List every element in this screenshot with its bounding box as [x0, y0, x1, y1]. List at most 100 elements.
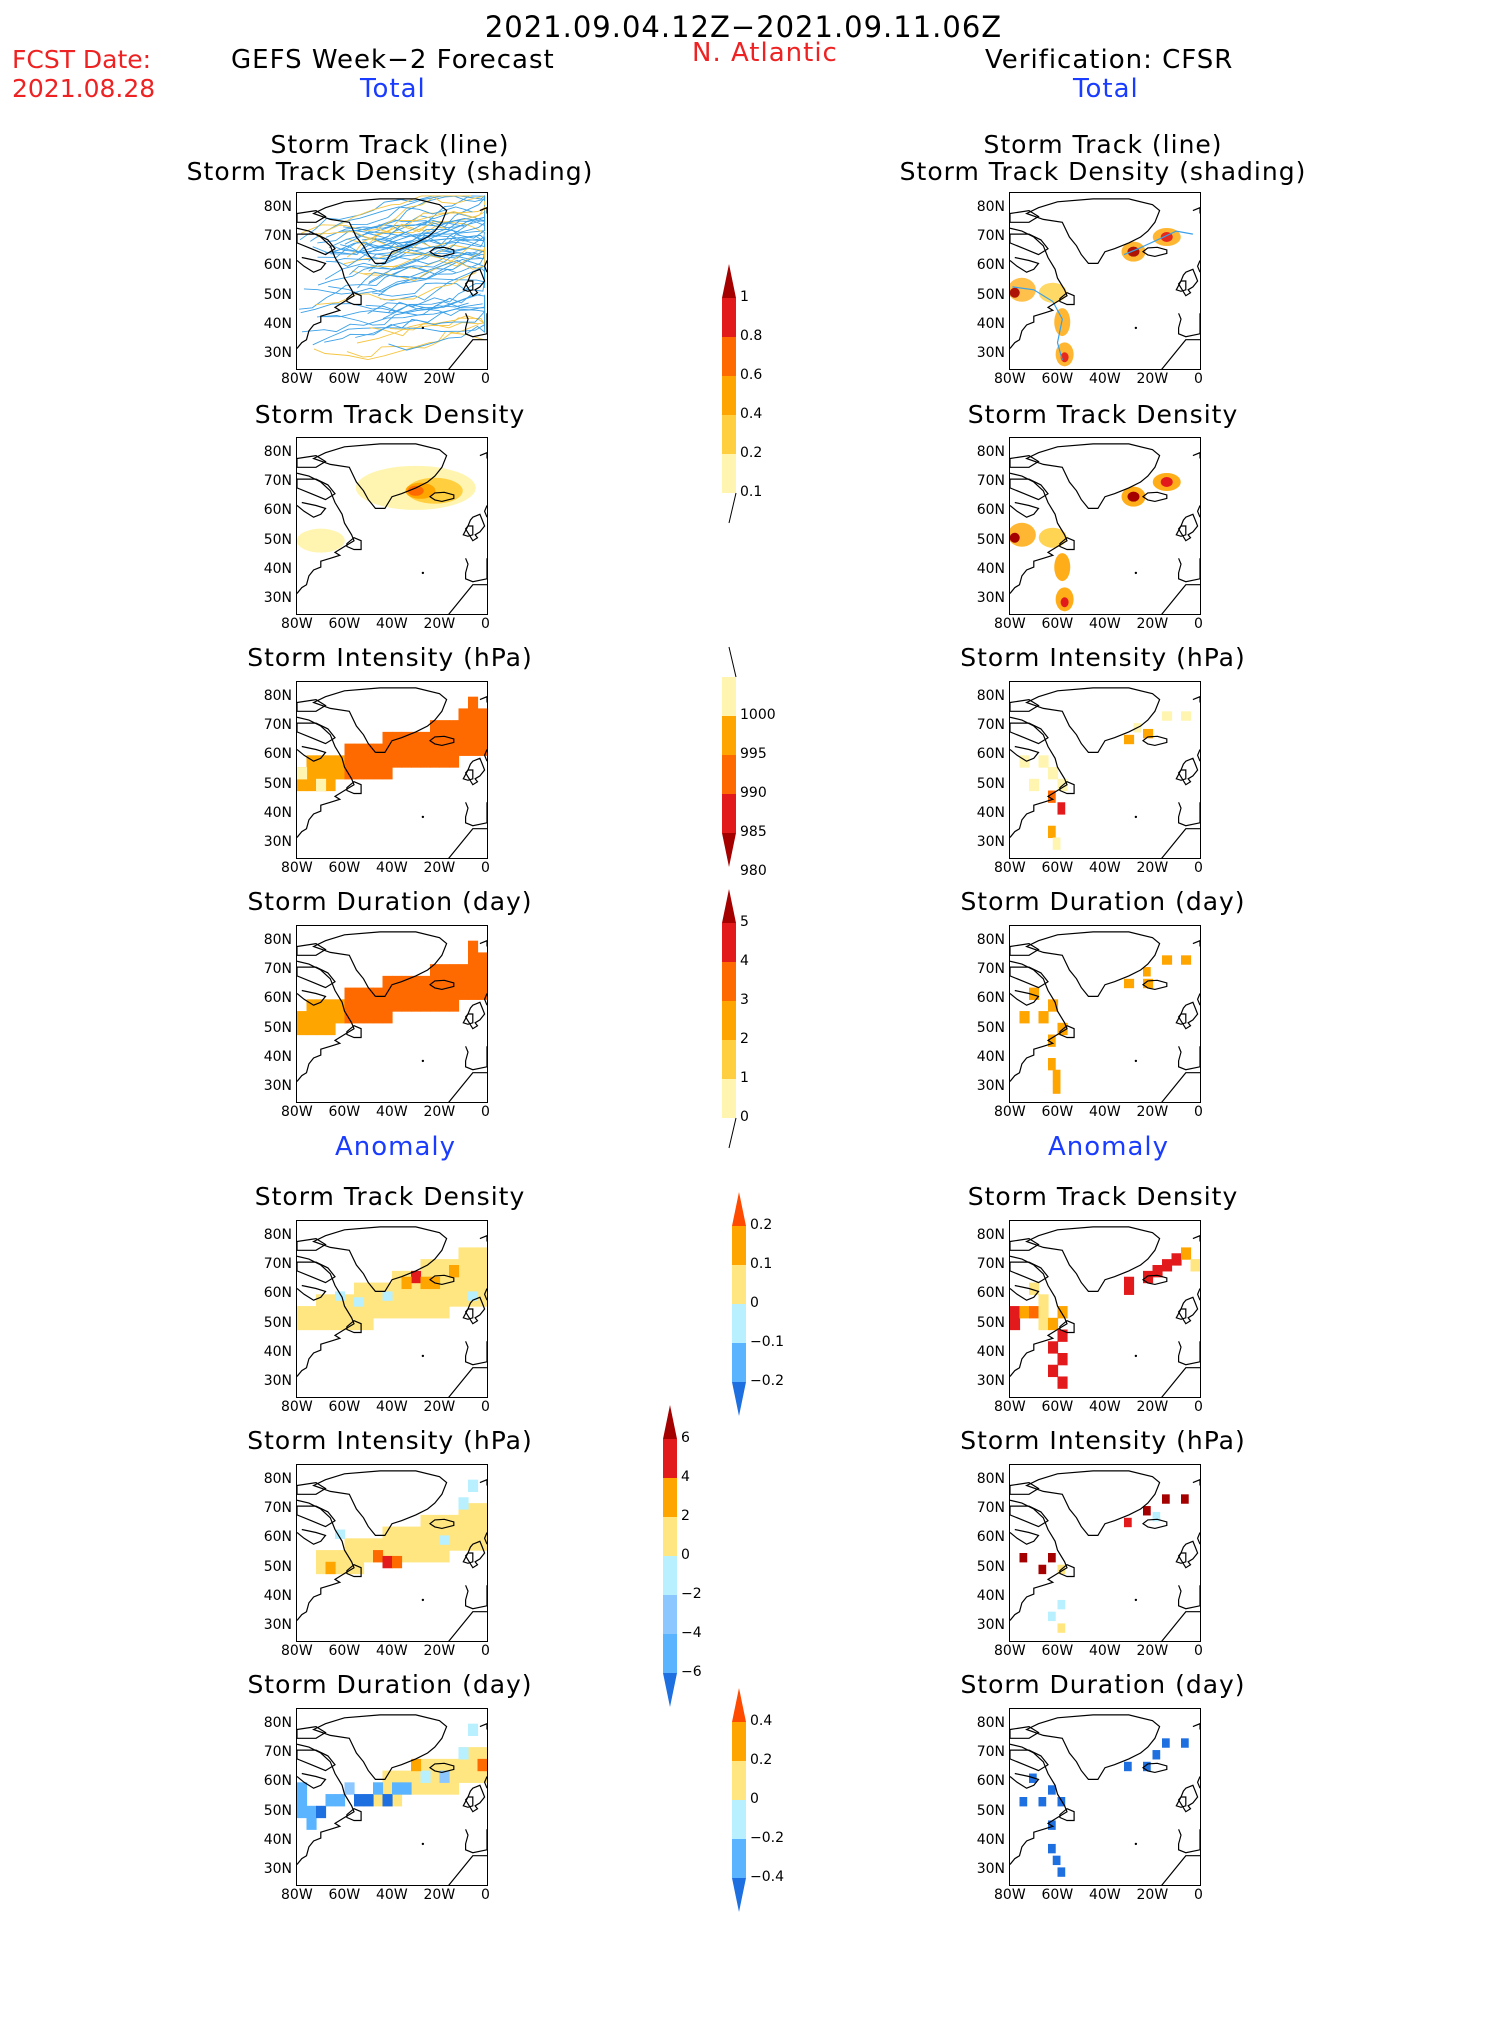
grid-cell: [1143, 728, 1154, 739]
grid-cell: [1181, 1494, 1189, 1504]
grid-cell: [477, 1770, 487, 1783]
colorbar-label: 3: [740, 992, 749, 1008]
coastline: [297, 687, 487, 858]
colorbar-label: 995: [740, 746, 767, 762]
grid-cell: [439, 755, 450, 768]
grid-cell: [449, 975, 460, 989]
grid-cell: [468, 1479, 479, 1492]
grid-cell: [354, 1282, 365, 1295]
grid-cell: [468, 1770, 479, 1783]
grid-cell: [1171, 1253, 1182, 1266]
lat-tick-label: 60N: [263, 1285, 292, 1302]
lat-tick-label: 50N: [263, 775, 292, 792]
grid-cell: [1124, 734, 1135, 745]
grid-cell: [363, 1294, 374, 1307]
lat-tick-label: 40N: [976, 1832, 1005, 1848]
grid-cell: [1057, 1329, 1068, 1342]
map-anom-duration-right: [1009, 1708, 1201, 1886]
grid-cell: [430, 731, 441, 745]
grid-cell: [420, 1306, 431, 1319]
lon-tick-label: 60W: [328, 1643, 361, 1659]
grid-cell: [1152, 1750, 1161, 1760]
colorbar-label: −0.1: [750, 1334, 784, 1350]
map-duration-right: [1009, 925, 1201, 1103]
grid-cell: [477, 1758, 487, 1772]
lon-tick-label: 60W: [1041, 1104, 1074, 1120]
grid-cell: [316, 1306, 327, 1319]
grid-cell: [335, 1317, 346, 1331]
grid-cell: [449, 1514, 460, 1528]
title-density-left: Storm Track Density: [254, 400, 526, 429]
grid-cell: [458, 1270, 469, 1284]
grid-cell: [458, 1514, 469, 1528]
colorbar-swatch: [732, 1226, 746, 1265]
grid-cell: [1048, 1317, 1059, 1331]
grid-cell: [458, 1770, 469, 1783]
grid-cell: [468, 1282, 479, 1295]
colorbar-label: 0.4: [740, 406, 763, 422]
grid-cell: [354, 1794, 365, 1807]
grid-cell: [449, 1758, 460, 1772]
map-intensity-right: [1009, 681, 1201, 859]
lat-tick-label: 70N: [263, 228, 292, 244]
grid-cell: [316, 1294, 327, 1307]
lon-tick-label: 40W: [376, 860, 408, 876]
grid-cell: [1019, 1306, 1030, 1319]
colorbar-swatch: [722, 923, 736, 962]
map-canvas: [297, 1226, 487, 1397]
grid-cell: [420, 1276, 431, 1290]
map-density-right: [1009, 437, 1201, 615]
lon-tick-label: 60W: [1041, 616, 1074, 632]
lat-tick-label: 40N: [976, 561, 1005, 577]
colorbar-swatch: [732, 1304, 746, 1343]
lat-tick-label: 40N: [976, 805, 1005, 821]
title-anom-duration-right: Storm Duration (day): [960, 1670, 1246, 1699]
grid-cell: [382, 767, 393, 780]
grid-cell: [449, 999, 460, 1012]
lat-tick-label: 40N: [263, 1588, 292, 1604]
lon-tick-label: 40W: [376, 1887, 408, 1903]
grid-cell: [430, 1538, 441, 1551]
grid-cell: [392, 1794, 403, 1807]
grid-cell: [439, 1550, 450, 1563]
lat-tick-label: 30N: [263, 1373, 292, 1390]
grid-cell: [1048, 1058, 1056, 1071]
grid-cell: [439, 1282, 450, 1295]
grid-cell: [449, 755, 460, 768]
colorbar-label: 4: [740, 953, 749, 969]
colorbar-swatch: [732, 1343, 746, 1382]
grid-cell: [468, 1758, 479, 1772]
grid-cell: [401, 1294, 412, 1307]
grid-cell: [458, 1747, 469, 1760]
date-range-title: 2021.09.04.12Z−2021.09.11.06Z: [484, 10, 1003, 44]
grid-cell: [316, 999, 327, 1012]
grid-cell: [297, 767, 308, 780]
grid-cell: [1124, 1761, 1132, 1772]
grid-cell: [477, 987, 487, 1000]
lon-tick-label: 0: [1194, 1104, 1203, 1120]
colorbar-density: 1 0.8 0.6 0.4 0.2 0.1: [720, 262, 762, 574]
lon-tick-label: 60W: [1041, 1887, 1074, 1903]
lon-tick-label: 80W: [281, 1399, 313, 1415]
grid-cell: [1181, 955, 1192, 965]
grid-cell: [373, 1782, 384, 1795]
grid-cell: [449, 1782, 460, 1795]
map-canvas: [1010, 931, 1200, 1102]
lon-tick-label: 0: [1194, 371, 1203, 387]
grid-cell: [1162, 1494, 1170, 1504]
lon-tick-label: 20W: [423, 860, 456, 876]
grid-cell: [439, 999, 450, 1012]
grid-cell: [297, 1782, 308, 1819]
grid-cell: [363, 987, 374, 1000]
colorbar-label: 2: [740, 1031, 749, 1047]
grid-cell: [373, 1294, 384, 1307]
lat-tick-label: 80N: [263, 1226, 292, 1243]
title-track-shading-right: Storm Track Density (shading): [899, 157, 1307, 186]
lon-tick-label: 60W: [1041, 371, 1074, 387]
grid-cell: [401, 1550, 412, 1563]
grid-cell: [420, 975, 431, 989]
lon-tick-label: 40W: [1089, 371, 1121, 387]
grid-cell: [297, 1011, 308, 1024]
grid-cell: [401, 1782, 412, 1795]
grid-cell: [1019, 1553, 1028, 1563]
